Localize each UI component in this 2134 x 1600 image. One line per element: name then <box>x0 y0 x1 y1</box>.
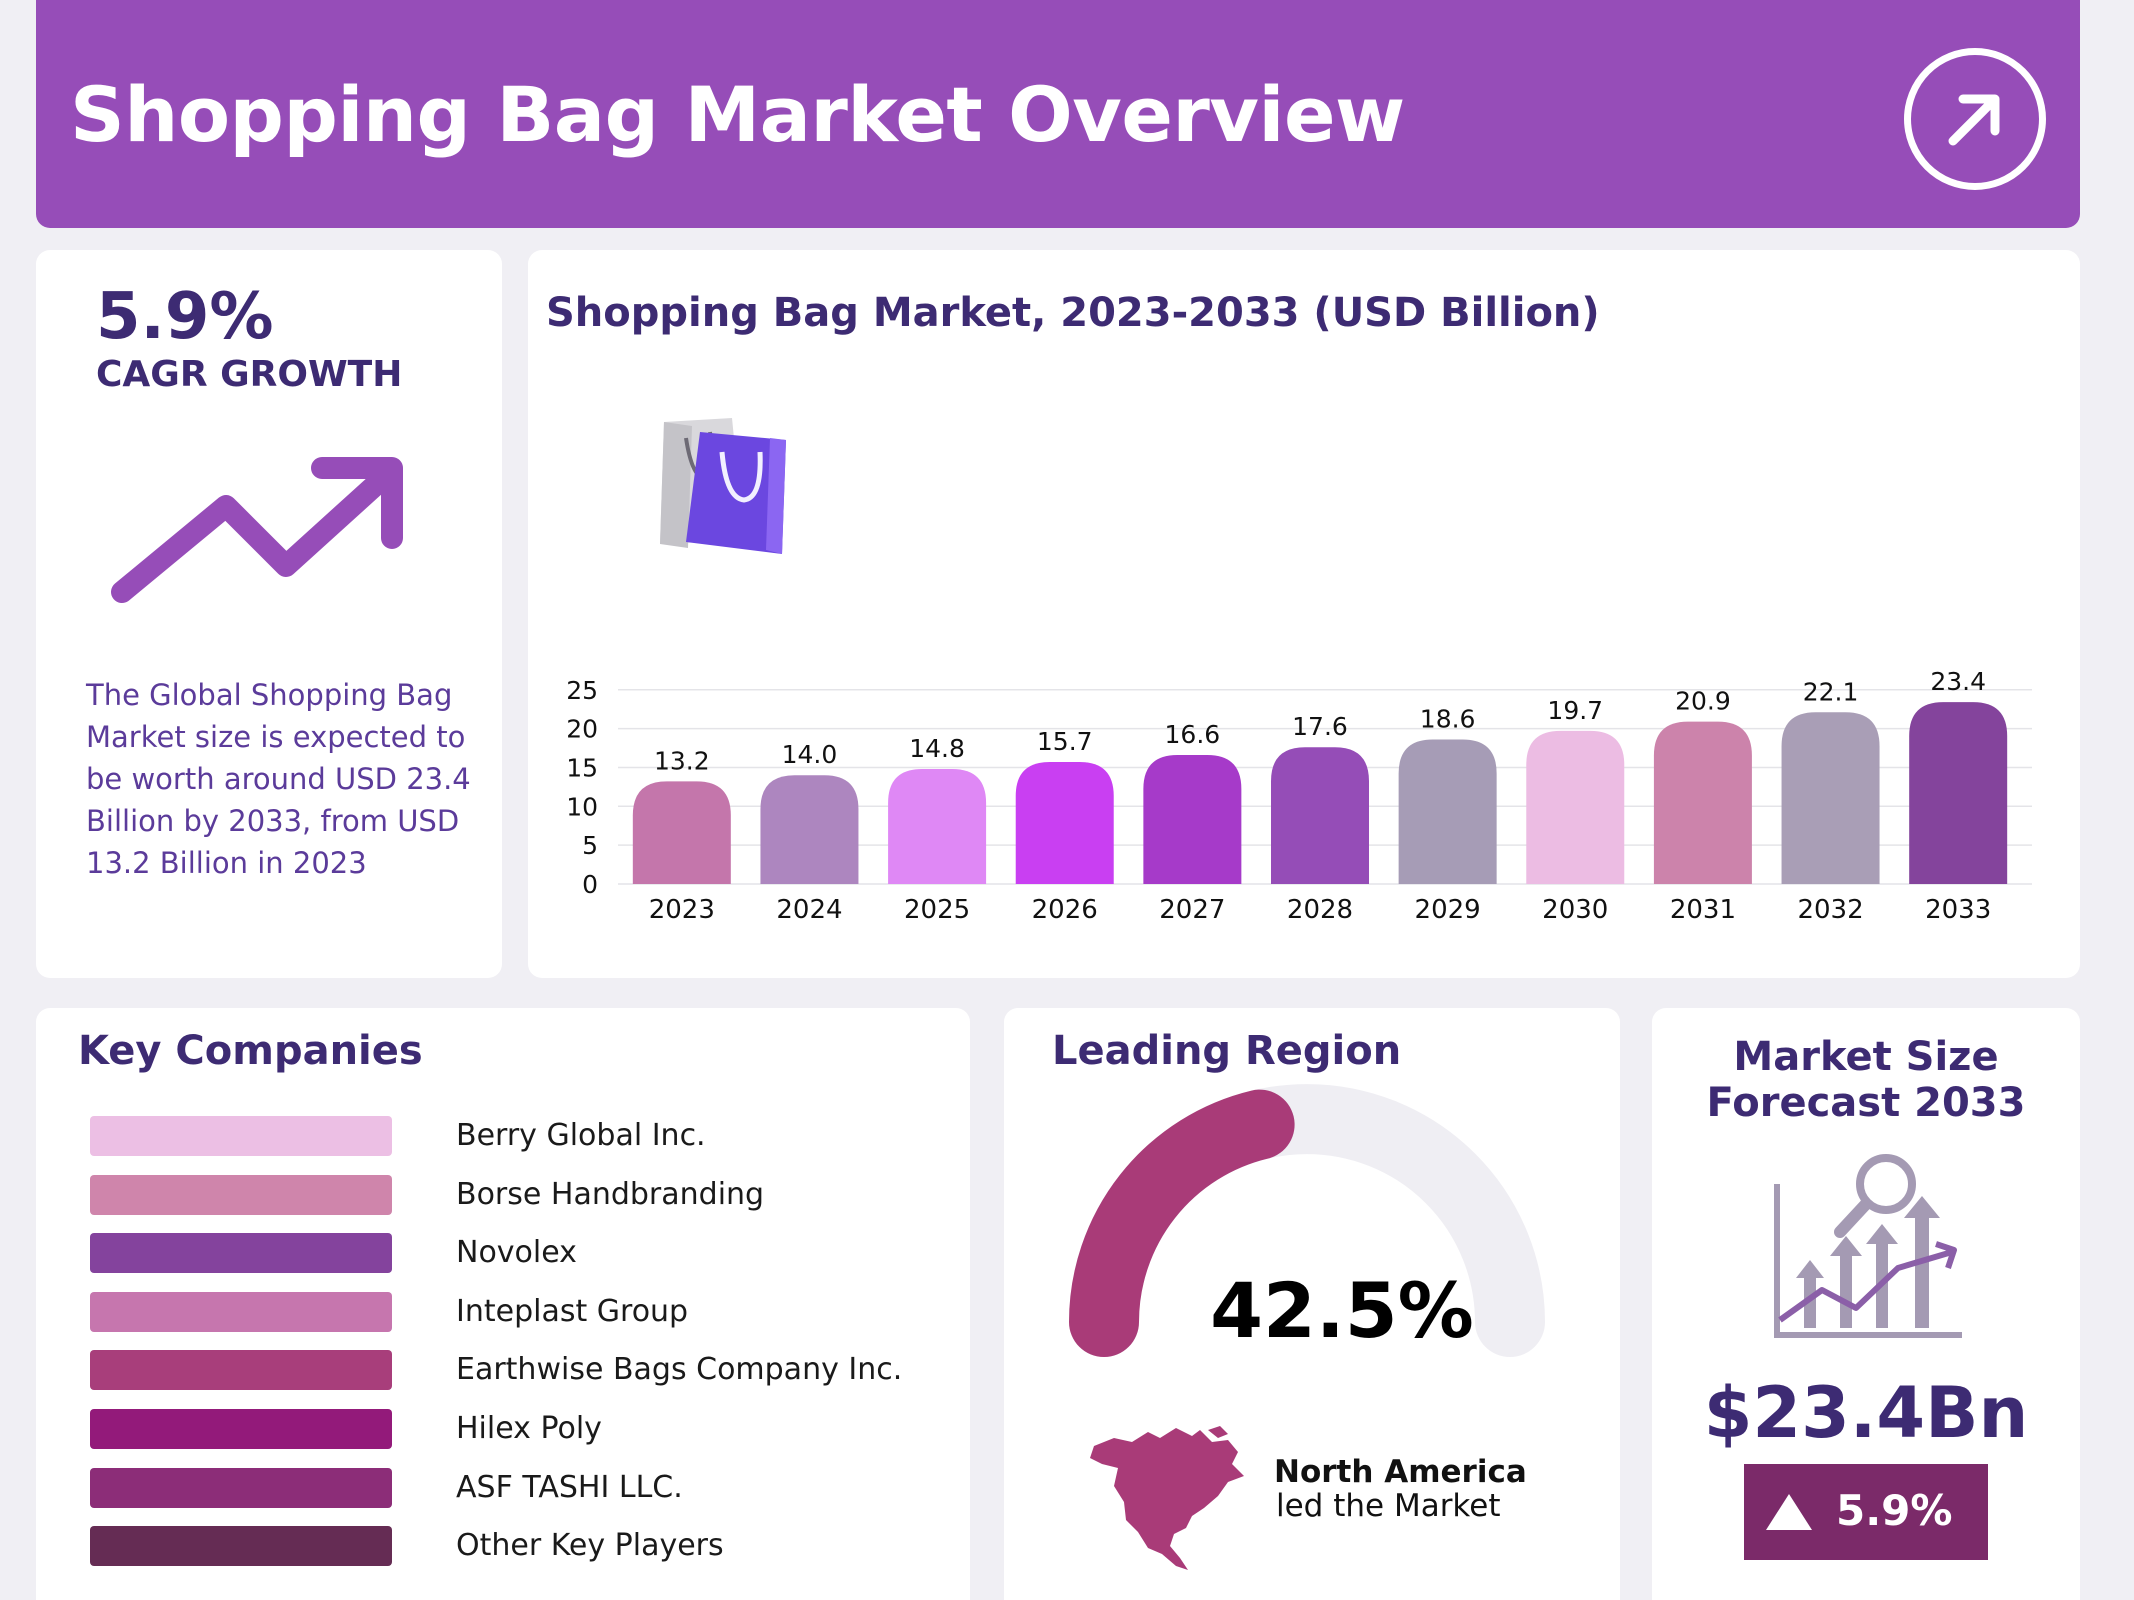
bar-2027 <box>1143 755 1242 884</box>
header-banner: Shopping Bag Market Overview <box>36 0 2080 228</box>
bar-value-label: 14.0 <box>782 740 838 769</box>
x-tick-label: 2027 <box>1159 895 1225 925</box>
forecast-value: $23.4Bn <box>1703 1372 2029 1454</box>
company-swatch <box>90 1292 392 1332</box>
bar-chart: 13.2 14.0 14.8 15.7 16.6 17.6 18.6 19.7 20.9 22.1… <box>566 418 2032 925</box>
bar-value-label: 14.8 <box>909 734 965 763</box>
x-tick-label: 2028 <box>1287 895 1353 925</box>
north-america-map-icon <box>1090 1426 1244 1570</box>
bar-2030 <box>1526 730 1625 884</box>
company-swatch <box>90 1350 392 1390</box>
key-companies-card: Key Companies Berry Global Inc. Borse Ha… <box>36 1008 970 1600</box>
gauge-fill <box>1069 1089 1295 1357</box>
company-swatch <box>90 1409 392 1449</box>
bar-value-label: 15.7 <box>1037 727 1093 756</box>
bars <box>632 702 2008 884</box>
market-forecast-card: Market Size Forecast 2033 $23.4Bn 5.9% <box>1652 1008 2080 1600</box>
y-axis-ticks: 0 5 10 15 20 25 <box>566 676 598 899</box>
bar-value-label: 16.6 <box>1165 720 1221 749</box>
bar-value-label: 17.6 <box>1292 712 1348 741</box>
bar-2029 <box>1398 739 1497 884</box>
arrow-up-right-icon[interactable] <box>1904 48 2046 190</box>
company-swatch <box>90 1526 392 1566</box>
chart-card: 13.2 14.0 14.8 15.7 16.6 17.6 18.6 19.7 20.9 22.1… <box>528 250 2080 978</box>
company-name: Novolex <box>456 1235 577 1270</box>
region-share-gauge <box>1069 1084 1545 1357</box>
x-tick-label: 2033 <box>1925 895 1991 925</box>
forecast-title-line1: Market Size <box>1733 1034 1999 1080</box>
x-tick-label: 2032 <box>1797 895 1863 925</box>
bar-2031 <box>1653 721 1752 884</box>
x-tick-label: 2024 <box>776 895 842 925</box>
x-tick-label: 2030 <box>1542 895 1608 925</box>
y-tick-label: 0 <box>582 870 598 899</box>
company-name: Inteplast Group <box>456 1294 689 1329</box>
y-tick-label: 20 <box>566 715 598 744</box>
company-row: Other Key Players <box>90 1526 950 1566</box>
x-tick-label: 2031 <box>1670 895 1736 925</box>
x-axis-ticks: 2023 2024 2025 2026 2027 2028 2029 2030 2031 2032… <box>649 895 1992 925</box>
company-name: Hilex Poly <box>456 1411 602 1446</box>
company-name: Berry Global Inc. <box>456 1118 706 1153</box>
forecast-title-line2: Forecast 2033 <box>1706 1080 2026 1126</box>
y-tick-label: 15 <box>566 753 598 782</box>
company-row: Inteplast Group <box>90 1292 950 1332</box>
triangle-up-icon <box>1766 1494 1812 1530</box>
leading-region-title: Leading Region <box>1052 1028 1402 1074</box>
company-name: ASF TASHI LLC. <box>456 1470 683 1505</box>
company-row: Hilex Poly <box>90 1409 950 1449</box>
bar-2032 <box>1781 712 1880 884</box>
cagr-label: CAGR GROWTH <box>96 354 403 395</box>
bar-2025 <box>888 769 987 884</box>
company-swatch <box>90 1468 392 1508</box>
bar-2024 <box>760 775 859 884</box>
company-row: Earthwise Bags Company Inc. <box>90 1350 950 1390</box>
x-tick-label: 2026 <box>1032 895 1098 925</box>
company-name: Other Key Players <box>456 1528 724 1563</box>
trend-up-icon <box>111 457 403 603</box>
cagr-card: 5.9% CAGR GROWTH The Global Shopping Bag… <box>36 250 502 978</box>
cagr-description: The Global Shopping Bag Market size is e… <box>86 678 471 880</box>
x-tick-label: 2025 <box>904 895 970 925</box>
y-tick-label: 10 <box>566 792 598 821</box>
company-row: Borse Handbranding <box>90 1175 950 1215</box>
bar-value-label: 20.9 <box>1675 687 1731 716</box>
leading-region-card: Leading Region 42.5% North America led t… <box>1004 1008 1620 1600</box>
bar-value-labels: 13.2 14.0 14.8 15.7 16.6 17.6 18.6 19.7 20.9 22.1… <box>654 667 1986 775</box>
bar-value-label: 13.2 <box>654 746 710 775</box>
bar-2023 <box>632 781 731 884</box>
region-share-value: 42.5% <box>1210 1266 1474 1355</box>
company-row: Novolex <box>90 1233 950 1273</box>
forecast-growth-badge: 5.9% <box>1744 1464 1988 1560</box>
page-title: Shopping Bag Market Overview <box>70 70 1405 159</box>
company-name: Earthwise Bags Company Inc. <box>456 1352 903 1387</box>
bar-2028 <box>1271 747 1369 884</box>
bar-value-label: 23.4 <box>1930 667 1986 696</box>
shopping-bags-icon <box>660 418 786 554</box>
y-tick-label: 5 <box>582 831 598 860</box>
forecast-title: Market Size Forecast 2033 <box>1652 1034 2080 1126</box>
bar-value-label: 22.1 <box>1803 677 1859 706</box>
x-tick-label: 2023 <box>649 895 715 925</box>
company-name: Borse Handbranding <box>456 1177 765 1212</box>
company-row: Berry Global Inc. <box>90 1116 950 1156</box>
company-swatch <box>90 1175 392 1215</box>
forecast-badge-value: 5.9% <box>1836 1486 1953 1535</box>
y-tick-label: 25 <box>566 676 598 705</box>
company-row: ASF TASHI LLC. <box>90 1468 950 1508</box>
company-swatch <box>90 1116 392 1156</box>
company-swatch <box>90 1233 392 1273</box>
bar-2026 <box>1015 762 1114 884</box>
cagr-value: 5.9% <box>96 280 274 354</box>
growth-analysis-icon <box>1774 1154 1962 1338</box>
bar-value-label: 19.7 <box>1547 696 1603 725</box>
region-subtext: led the Market <box>1276 1488 1501 1524</box>
chart-title: Shopping Bag Market, 2023-2033 (USD Bill… <box>546 290 1600 336</box>
key-companies-title: Key Companies <box>78 1028 423 1074</box>
x-tick-label: 2029 <box>1415 895 1481 925</box>
bar-value-label: 18.6 <box>1420 704 1476 733</box>
bar-2033 <box>1909 702 2008 884</box>
region-name: North America <box>1274 1454 1527 1490</box>
